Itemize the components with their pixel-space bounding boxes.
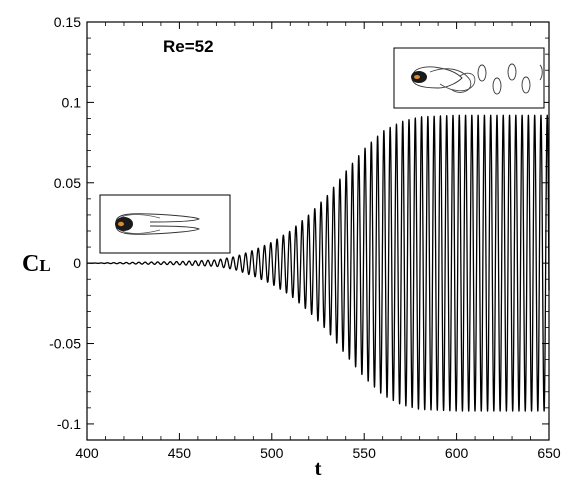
axis-ticks	[86, 21, 550, 441]
x-tick-label: 600	[445, 445, 469, 461]
y-axis-title-main: C	[22, 251, 39, 277]
x-tick-label: 450	[168, 445, 192, 461]
y-tick-label: -0.05	[49, 336, 81, 352]
y-tick-label: 0.1	[62, 94, 82, 110]
y-axis-title: CL	[22, 251, 51, 277]
reynolds-number-annotation: Re=52	[163, 37, 214, 56]
y-tick-label: 0	[73, 255, 81, 271]
y-tick-label: -0.1	[57, 416, 81, 432]
lift-coefficient-line	[86, 114, 550, 412]
x-axis-title: t	[315, 456, 322, 480]
y-axis-title-subscript: L	[39, 256, 50, 275]
y-tick-label: 0.05	[54, 175, 81, 191]
x-tick-label: 650	[537, 445, 561, 461]
x-tick-label: 400	[75, 445, 99, 461]
lift-coefficient-series	[86, 114, 550, 412]
axis-tick-labels: 400 450 500 550 600 650 -0.1 -0.05 0 0.05 0.1 0.15	[49, 14, 561, 461]
steady-wake-vorticity-contour-icon	[99, 194, 231, 254]
x-tick-label: 500	[260, 445, 284, 461]
x-tick-label: 550	[353, 445, 377, 461]
vortex-shedding-contour-icon	[393, 47, 545, 109]
svg-text:CL: CL	[22, 251, 51, 277]
y-tick-label: 0.15	[54, 14, 81, 30]
